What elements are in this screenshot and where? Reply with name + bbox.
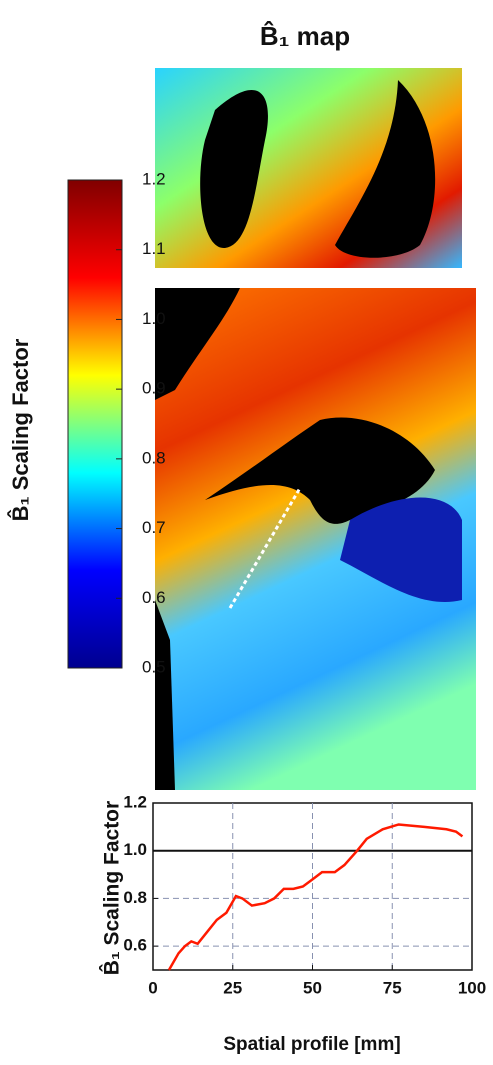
x-tick-label: 50 [303, 978, 322, 997]
x-axis-label: Spatial profile [mm] [223, 1034, 400, 1055]
colorbar-tick-label: 0.5 [142, 657, 166, 676]
colorbar-tick-label: 1.2 [142, 169, 166, 188]
colorbar-tick-label: 0.9 [142, 379, 166, 398]
y-tick-label: 1.2 [123, 792, 147, 811]
profile-arrow [228, 487, 302, 609]
y-axis-label: B̂₁ Scaling Factor [99, 801, 124, 975]
y-tick-label: 0.8 [123, 888, 147, 907]
map-mask [200, 89, 268, 249]
map-region [340, 497, 462, 602]
x-tick-label: 100 [458, 978, 486, 997]
colorbar-label: B̂₁ Scaling Factor [7, 338, 33, 521]
x-tick-label: 0 [148, 978, 157, 997]
y-tick-label: 0.6 [123, 936, 147, 955]
map-mask [155, 288, 240, 400]
colorbar-tick-label: 0.7 [142, 518, 166, 537]
data-line [167, 823, 464, 971]
colorbar-tick-label: 1.0 [142, 309, 166, 328]
colorbar-tick-label: 0.6 [142, 588, 166, 607]
colorbar-tick-label: 1.1 [142, 239, 166, 258]
colorbar [67, 179, 123, 669]
figure-title: B̂₁ map [260, 20, 350, 51]
x-tick-label: 25 [223, 978, 242, 997]
map-mask [335, 80, 436, 258]
colorbar-tick-label: 0.8 [142, 448, 166, 467]
y-tick-label: 1.0 [123, 840, 147, 859]
map-mask [205, 417, 435, 524]
x-tick-label: 75 [383, 978, 402, 997]
map-mask [155, 600, 175, 790]
